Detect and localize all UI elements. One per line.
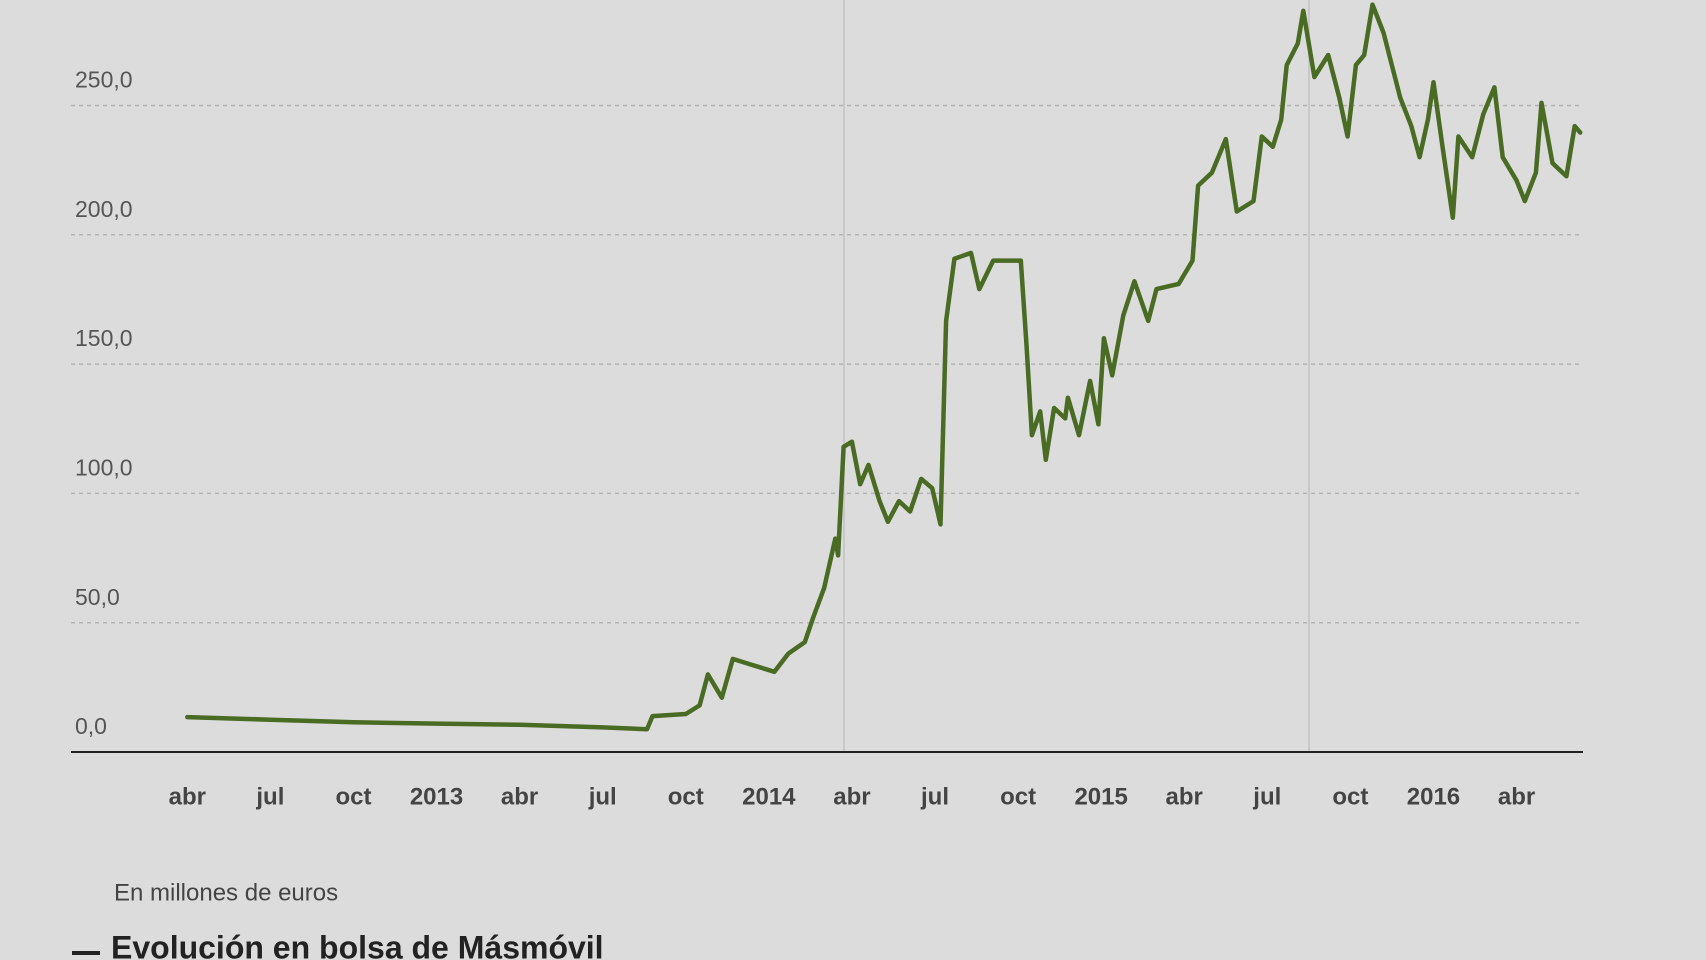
y-tick-label: 100,0 [75,454,133,480]
x-tick-label: 2016 [1407,783,1460,810]
x-tick-label: 2013 [410,783,463,810]
x-tick-label: abr [1166,783,1203,810]
y-tick-label: 50,0 [75,584,120,610]
x-tick-label: jul [920,783,949,810]
x-tick-label: 2014 [742,783,796,810]
y-tick-label: 150,0 [75,325,133,351]
subtitle: En millones de euros [114,879,338,906]
y-tick-label: 250,0 [75,67,133,93]
x-tick-label: abr [169,783,206,810]
x-tick-label: 2015 [1074,783,1127,810]
x-tick-label: abr [501,783,538,810]
x-tick-label: abr [1498,783,1535,810]
y-tick-label: 200,0 [75,196,133,222]
chart-title: Evolución en bolsa de Másmóvil [111,929,604,960]
x-tick-label: jul [588,783,617,810]
x-tick-label: oct [335,783,371,810]
x-tick-label: oct [668,783,704,810]
x-tick-label: jul [255,783,284,810]
x-tick-label: jul [1252,783,1281,810]
y-tick-label: 0,0 [75,713,107,739]
x-tick-label: oct [1000,783,1036,810]
data-line [185,2,1583,732]
x-tick-label: abr [833,783,870,810]
x-tick-label: oct [1332,783,1368,810]
